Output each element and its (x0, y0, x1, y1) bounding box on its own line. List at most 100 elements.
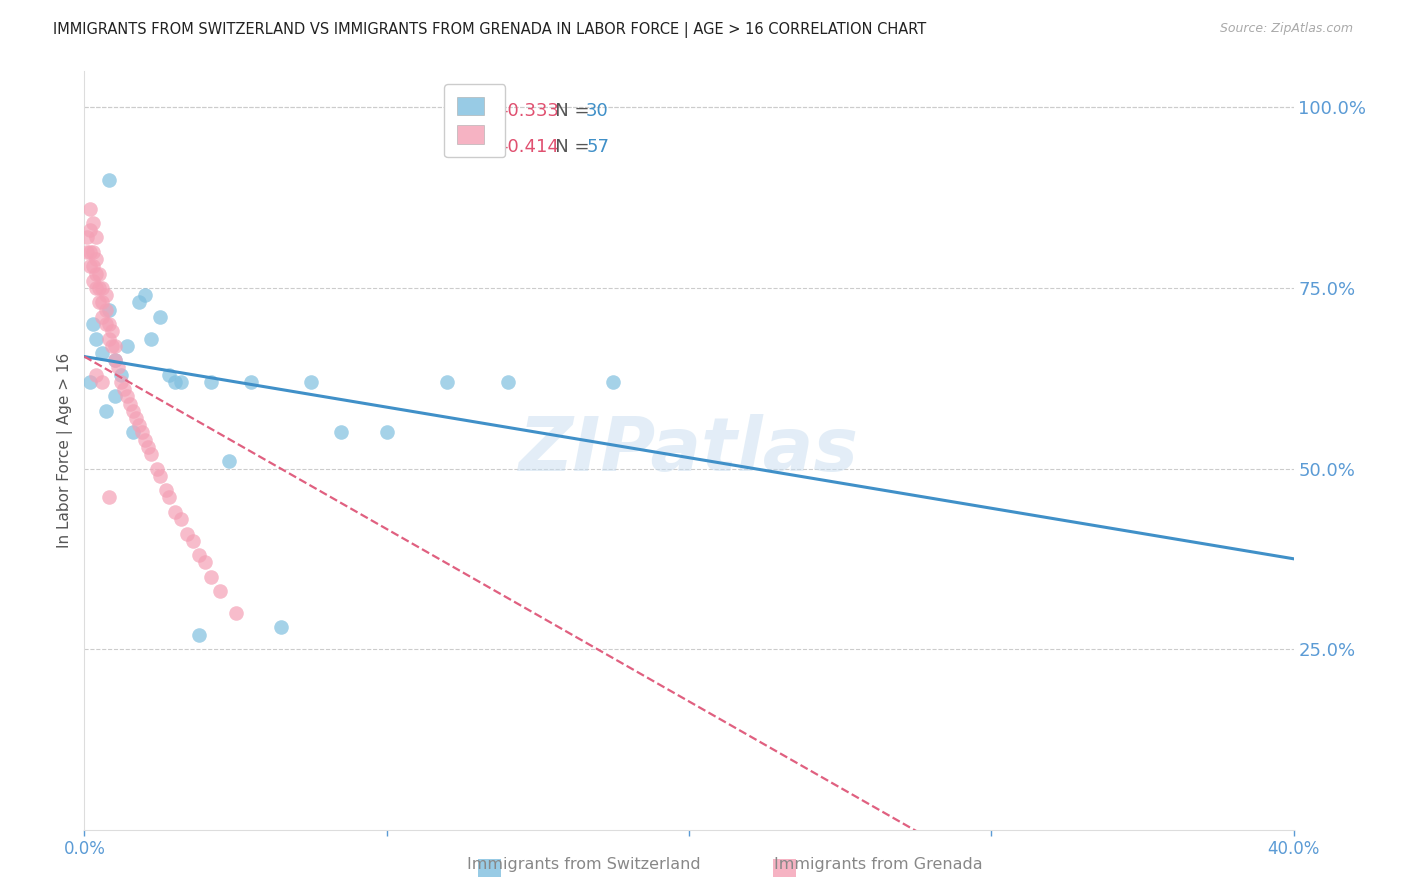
Point (86, 267, 108, 281)
Point (104, 339, 127, 353)
Point (121, 425, 143, 440)
Point (91, 310, 114, 324)
Point (115, 339, 138, 353)
Point (110, 368, 132, 382)
Point (239, 375, 262, 389)
Point (104, 353, 127, 368)
Point (79, 260, 101, 274)
Point (86, 252, 108, 266)
Text: ZIPatlas: ZIPatlas (519, 414, 859, 487)
Point (94, 403, 117, 417)
Point (97, 491, 120, 505)
Point (79, 244, 101, 259)
Point (82, 244, 104, 259)
Point (97, 332, 120, 346)
Point (76, 230, 98, 244)
Point (157, 368, 180, 382)
Point (89, 267, 111, 281)
Point (157, 491, 180, 505)
Text: N =: N = (538, 138, 595, 156)
Point (188, 548, 211, 562)
Point (118, 396, 141, 410)
Point (375, 425, 398, 440)
Point (76, 244, 98, 259)
Point (79, 375, 101, 389)
Point (91, 295, 114, 310)
Point (188, 627, 211, 641)
Text: R =: R = (465, 102, 505, 120)
Point (149, 310, 172, 324)
Point (200, 570, 222, 584)
Point (94, 288, 117, 302)
Point (100, 324, 122, 338)
Text: Immigrants from Switzerland: Immigrants from Switzerland (467, 857, 700, 872)
Point (82, 317, 104, 331)
Point (128, 418, 150, 433)
Point (97, 302, 120, 317)
Point (146, 461, 169, 475)
Point (330, 425, 353, 440)
Text: -0.414: -0.414 (502, 138, 560, 156)
Bar (478, 859, 501, 877)
Point (89, 281, 111, 295)
Y-axis label: In Labor Force | Age > 16: In Labor Force | Age > 16 (58, 353, 73, 548)
Point (82, 216, 104, 230)
Point (91, 346, 114, 360)
Point (121, 403, 143, 417)
Point (82, 274, 104, 288)
Point (86, 368, 108, 382)
Text: R =: R = (465, 138, 505, 156)
Point (115, 389, 138, 403)
Point (139, 447, 162, 461)
Point (170, 375, 193, 389)
Point (165, 375, 187, 389)
Text: Source: ZipAtlas.com: Source: ZipAtlas.com (1219, 22, 1353, 36)
Point (602, 375, 624, 389)
Point (436, 375, 458, 389)
Text: Immigrants from Grenada: Immigrants from Grenada (775, 857, 983, 872)
Point (91, 281, 114, 295)
Point (94, 317, 117, 331)
Point (170, 512, 193, 526)
Point (176, 526, 198, 541)
Point (181, 533, 204, 548)
Point (97, 172, 120, 186)
Point (110, 375, 132, 389)
Point (200, 375, 222, 389)
Point (496, 375, 519, 389)
Point (86, 332, 108, 346)
Point (104, 389, 127, 403)
Point (270, 620, 292, 634)
Point (128, 295, 150, 310)
Text: -0.333: -0.333 (502, 102, 560, 120)
Point (139, 332, 162, 346)
Point (155, 483, 177, 498)
Point (86, 281, 108, 295)
Point (299, 375, 322, 389)
Point (79, 202, 101, 216)
Bar (773, 859, 796, 877)
Point (209, 584, 232, 599)
Point (149, 468, 172, 483)
Point (134, 288, 156, 302)
Point (131, 425, 153, 440)
Point (100, 339, 122, 353)
Text: N =: N = (538, 102, 595, 120)
Point (225, 606, 247, 620)
Point (89, 295, 111, 310)
Legend: , : , (444, 84, 505, 157)
Point (86, 230, 108, 244)
Point (112, 382, 135, 396)
Point (91, 375, 114, 389)
Text: 30: 30 (586, 102, 609, 120)
Text: IMMIGRANTS FROM SWITZERLAND VS IMMIGRANTS FROM GRENADA IN LABOR FORCE | AGE > 16: IMMIGRANTS FROM SWITZERLAND VS IMMIGRANT… (53, 22, 927, 38)
Point (125, 411, 148, 425)
Point (94, 302, 117, 317)
Point (107, 360, 129, 375)
Point (82, 260, 104, 274)
Point (218, 454, 240, 468)
Point (104, 353, 127, 368)
Point (136, 440, 159, 454)
Point (79, 223, 101, 237)
Point (134, 433, 156, 447)
